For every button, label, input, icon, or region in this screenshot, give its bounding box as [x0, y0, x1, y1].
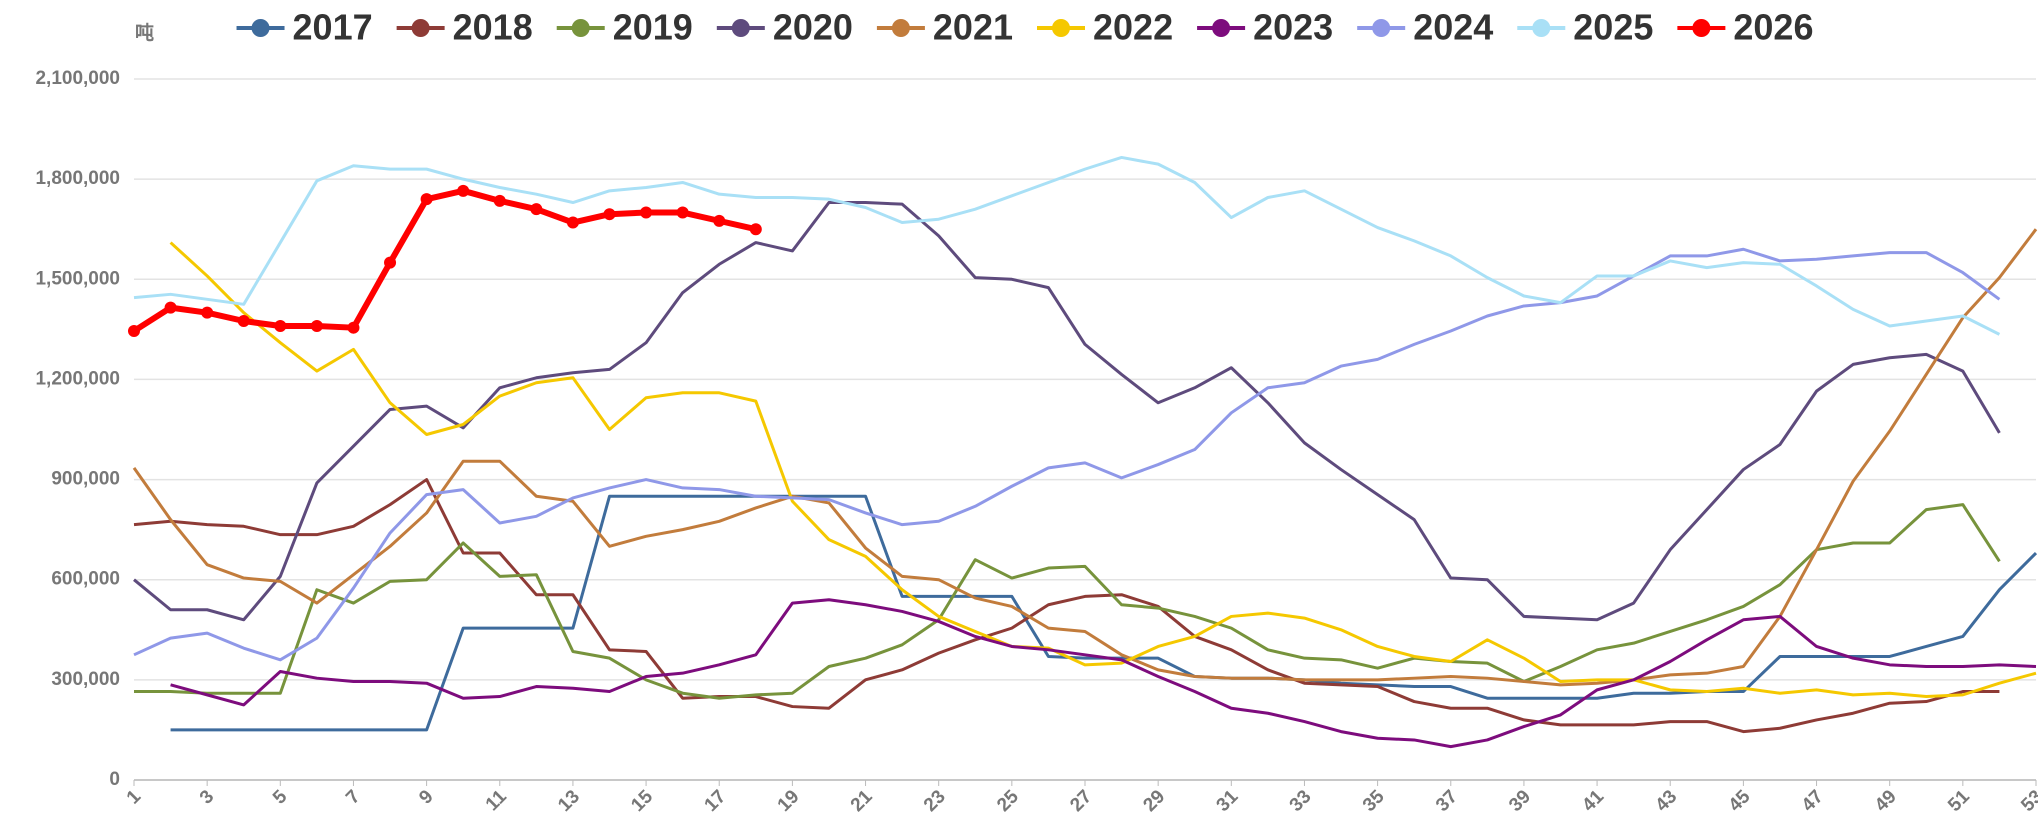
x-tick-label: 35 — [1359, 786, 1389, 816]
grid: 0 300,000 600,000 900,000 1,200,000 1,500,000… — [35, 68, 2038, 816]
x-tick-label: 5 — [269, 786, 292, 809]
legend-label: 2019 — [613, 7, 693, 48]
point-marker — [603, 208, 616, 221]
x-tick-label: 29 — [1139, 786, 1169, 816]
x-tick-label: 17 — [701, 786, 731, 816]
series-line — [133, 201, 2001, 622]
y-tick-label: 1,800,000 — [35, 168, 120, 189]
legend-item: 2022 — [1037, 7, 1173, 48]
legend-item: 2017 — [236, 7, 373, 48]
point-marker — [530, 203, 543, 216]
x-tick-label: 47 — [1798, 786, 1828, 816]
series-line — [132, 228, 2038, 687]
series-line — [134, 503, 2001, 700]
y-tick-label: 0 — [109, 769, 120, 790]
legend-item: 2023 — [1197, 7, 1333, 48]
x-tick-label: 51 — [1944, 786, 1974, 816]
x-tick-label: 25 — [993, 786, 1023, 816]
x-tick-label: 3 — [196, 786, 218, 808]
series-line — [169, 241, 2037, 699]
y-tick-label: 300,000 — [51, 669, 120, 690]
x-tick-label: 33 — [1286, 786, 1316, 816]
point-marker — [274, 320, 287, 333]
point-marker — [164, 301, 177, 314]
series-line — [133, 478, 2000, 734]
legend-marker — [1532, 19, 1551, 37]
series-line — [132, 187, 757, 334]
legend-label: 2026 — [1733, 7, 1813, 48]
legend-item: 2018 — [396, 7, 533, 48]
point-marker — [493, 194, 506, 207]
x-tick-label: 31 — [1213, 786, 1243, 816]
series-line — [133, 247, 2001, 662]
legend-marker — [1212, 19, 1231, 37]
point-marker — [201, 306, 214, 319]
legend-item: 2024 — [1357, 7, 1493, 48]
plot-area — [128, 155, 2038, 749]
x-tick-label: 43 — [1652, 786, 1682, 816]
legend-item: 2025 — [1517, 7, 1653, 48]
point-marker — [566, 216, 579, 229]
legend: 2017 2018 2019 2020 2021 2022 2023 2024 2025 2026 — [236, 7, 1813, 48]
x-tick-label: 49 — [1871, 786, 1901, 816]
y-tick-label: 900,000 — [51, 469, 120, 490]
legend-marker — [731, 19, 750, 37]
legend-label: 2017 — [293, 7, 373, 48]
legend-marker — [1052, 19, 1070, 37]
x-tick-label: 1 — [123, 786, 146, 809]
x-tick-label: 41 — [1578, 786, 1608, 816]
x-tick-label: 11 — [482, 786, 511, 815]
legend-marker — [891, 19, 910, 37]
legend-label: 2020 — [773, 7, 853, 48]
x-tick-label: 27 — [1066, 786, 1096, 816]
point-marker — [676, 206, 689, 219]
legend-marker — [411, 19, 430, 37]
point-marker — [713, 214, 726, 227]
x-tick-label: 9 — [415, 786, 437, 808]
legend-marker — [1692, 19, 1711, 37]
y-tick-label: 1,200,000 — [35, 368, 120, 389]
point-marker — [237, 315, 250, 328]
legend-item: 2021 — [876, 7, 1013, 48]
x-tick-label: 7 — [342, 786, 364, 808]
y-tick-label: 1,500,000 — [35, 268, 120, 289]
y-tick-label: 2,100,000 — [35, 68, 120, 89]
point-marker — [310, 320, 323, 333]
point-marker — [347, 321, 360, 334]
series-line — [170, 494, 2038, 732]
x-tick-label: 23 — [920, 786, 950, 816]
legend-item: 2019 — [556, 7, 693, 48]
legend-marker — [1372, 19, 1391, 37]
series-line — [133, 155, 2001, 336]
legend-label: 2018 — [453, 7, 533, 48]
x-tick-label: 15 — [627, 786, 657, 816]
y-axis-label: 吨 — [135, 21, 154, 44]
legend-label: 2022 — [1093, 7, 1173, 48]
point-marker — [384, 256, 397, 269]
legend-marker — [571, 19, 590, 37]
point-marker — [749, 223, 762, 236]
x-tick-label: 19 — [774, 786, 804, 816]
point-marker — [640, 206, 653, 219]
x-tick-label: 53 — [2017, 786, 2038, 816]
legend-label: 2024 — [1413, 7, 1493, 48]
x-tick-label: 37 — [1432, 786, 1462, 816]
legend-label: 2023 — [1253, 7, 1333, 48]
legend-label: 2025 — [1573, 7, 1653, 48]
x-tick-label: 21 — [847, 786, 877, 816]
series-line — [170, 598, 2037, 749]
x-tick-label: 13 — [554, 786, 584, 816]
x-tick-label: 45 — [1725, 786, 1755, 816]
point-marker — [420, 193, 433, 206]
point-marker — [128, 325, 140, 338]
legend-marker — [251, 19, 270, 37]
legend-label: 2021 — [933, 7, 1013, 48]
x-tick-label: 39 — [1505, 786, 1535, 816]
legend-item: 2026 — [1677, 7, 1813, 48]
y-tick-label: 600,000 — [51, 569, 120, 590]
legend-item: 2020 — [716, 7, 853, 48]
point-marker — [457, 184, 470, 197]
